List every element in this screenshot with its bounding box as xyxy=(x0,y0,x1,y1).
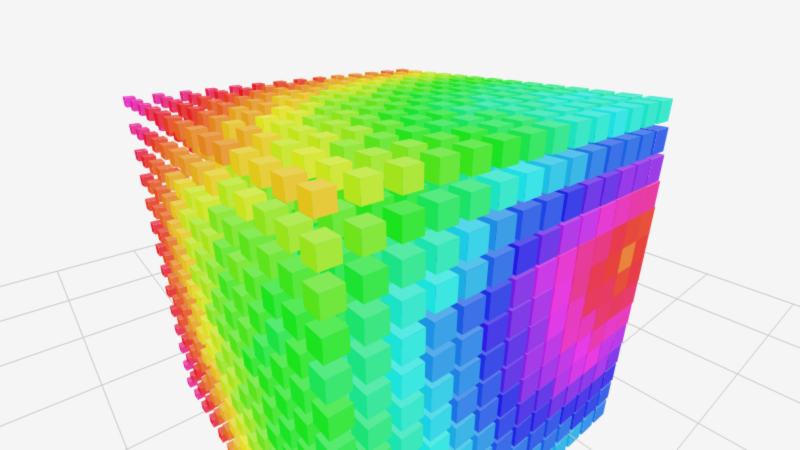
viewport-3d xyxy=(0,0,800,450)
scene-canvas[interactable] xyxy=(0,0,800,450)
